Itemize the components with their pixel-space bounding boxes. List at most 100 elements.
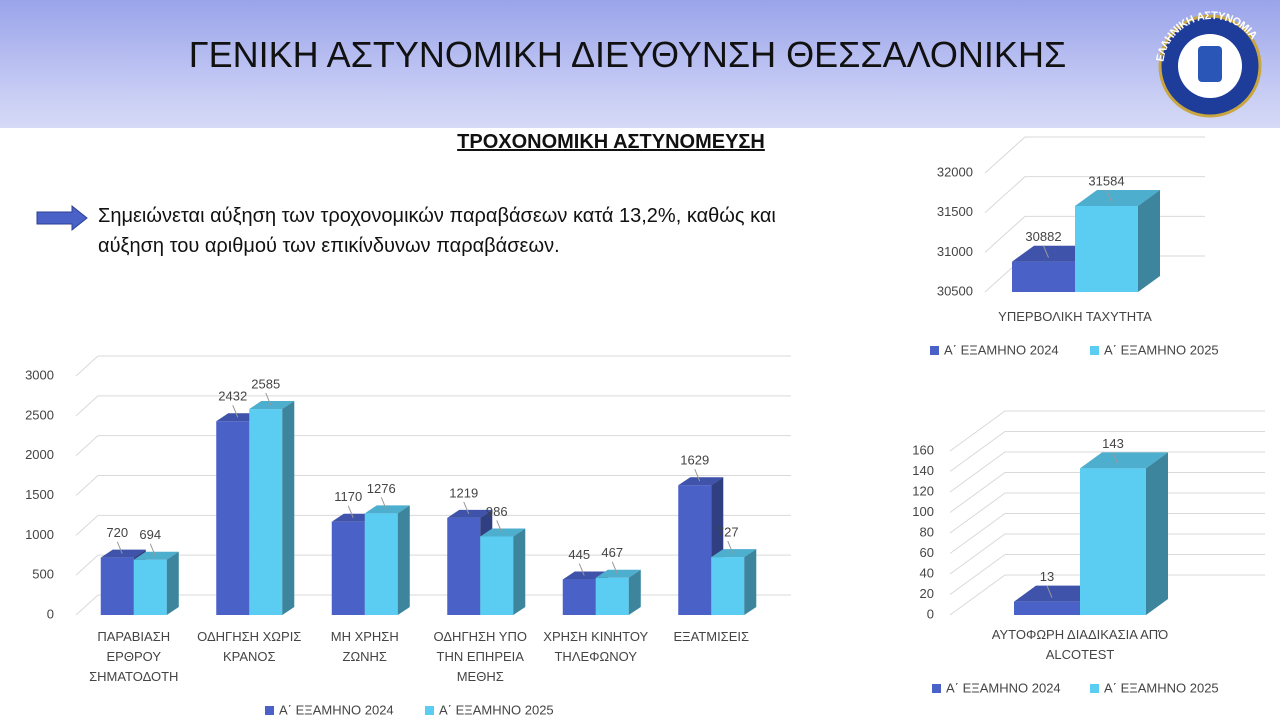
legend-label: Α΄ ΕΞΑΜΗΝΟ 2024 — [946, 680, 1061, 695]
legend-label: Α΄ ΕΞΑΜΗΝΟ 2024 — [279, 702, 394, 717]
legend-swatch — [425, 706, 434, 715]
bar-side-shade — [166, 551, 179, 615]
data-label: 2585 — [251, 376, 280, 391]
data-label: 143 — [1102, 436, 1124, 451]
data-label: 31584 — [1088, 173, 1124, 188]
grid-line — [75, 395, 791, 417]
data-label: 694 — [139, 527, 161, 542]
bar-top-shade — [595, 569, 641, 578]
x-tick-label: ΥΠΕΡΒΟΛΙΚΗ ΤΑΧΥΤΗΤΑ — [998, 309, 1152, 324]
grid-line — [75, 554, 791, 576]
logo: ΕΛΛΗΝΙΚΗ ΑΣΤΥΝΟΜΙΑ — [1154, 10, 1262, 118]
bar — [595, 577, 629, 615]
grid-line — [984, 176, 1205, 214]
bar-top-shade — [100, 549, 146, 558]
legend-label: Α΄ ΕΞΑΜΗΝΟ 2024 — [944, 342, 1059, 357]
data-label: 467 — [601, 545, 623, 560]
y-tick-label: 3000 — [25, 367, 54, 382]
y-tick-label: 80 — [920, 524, 934, 539]
y-tick-label: 1000 — [25, 527, 54, 542]
y-tick-label: 31500 — [937, 204, 973, 219]
header-band — [0, 0, 1280, 128]
bar-side-shade — [397, 505, 410, 615]
y-tick-label: 140 — [912, 463, 934, 478]
bar-top-shade — [364, 505, 410, 514]
bar — [1080, 468, 1146, 615]
bullet-text: Σημειώνεται αύξηση των τροχονομικών παρα… — [98, 205, 776, 257]
y-tick-label: 1500 — [25, 487, 54, 502]
bar — [249, 409, 283, 615]
y-tick-label: 120 — [912, 483, 934, 498]
data-label: 986 — [486, 504, 508, 519]
y-tick-label: 31000 — [937, 244, 973, 259]
data-label: 727 — [717, 525, 739, 540]
bar-top-shade — [447, 509, 493, 518]
bar-side-shade — [513, 528, 526, 615]
bar — [480, 536, 514, 615]
data-label: 2432 — [218, 389, 247, 404]
bar-top-shade — [133, 551, 179, 560]
bar-top-shade — [1075, 190, 1160, 207]
data-label: 30882 — [1025, 229, 1061, 244]
bar-top-shade — [711, 549, 757, 558]
bar — [562, 579, 596, 615]
bar — [1012, 261, 1075, 292]
x-tick-label: ΧΡΗΣΗ ΚΙΝΗΤΟΥ ΤΗΛΕΦΩΝΟΥ — [543, 629, 649, 664]
bar-side-shade — [1138, 190, 1160, 292]
bar-side-shade — [282, 401, 295, 615]
bar-top — [711, 549, 757, 558]
bar-top — [480, 528, 526, 537]
bar — [447, 517, 481, 615]
leader-line — [611, 561, 618, 574]
y-tick-label: 2000 — [25, 447, 54, 462]
bar-top — [1075, 190, 1160, 207]
bar-side — [628, 569, 641, 615]
bar-side — [513, 528, 526, 615]
y-tick-label: 160 — [912, 442, 934, 457]
y-tick-label: 60 — [920, 545, 934, 560]
leader-line — [727, 540, 734, 554]
grid-line — [75, 594, 791, 616]
data-label: 1170 — [334, 489, 362, 504]
bar — [1075, 206, 1138, 292]
x-tick-label: ΟΔΗΓΗΣΗ ΧΩΡΙΣ ΚΡΑΝΟΣ — [197, 629, 302, 664]
leader-line — [1043, 245, 1049, 258]
bar-side — [1146, 452, 1168, 615]
data-label: 1276 — [367, 481, 396, 496]
leader-line — [463, 501, 470, 515]
leader-line — [496, 520, 503, 533]
grid-line — [949, 513, 1265, 554]
y-tick-label: 0 — [47, 606, 54, 621]
y-tick-label: 2500 — [25, 407, 54, 422]
data-label: 445 — [568, 547, 590, 562]
bar — [331, 521, 365, 615]
y-tick-label: 30500 — [937, 283, 973, 298]
bar-side — [397, 505, 410, 615]
bar — [100, 557, 134, 615]
bar-top — [249, 401, 295, 410]
arrow-icon — [36, 204, 88, 232]
data-label: 13 — [1040, 569, 1054, 584]
legend-label: Α΄ ΕΞΑΜΗΝΟ 2025 — [1104, 680, 1219, 695]
leader-line — [116, 541, 123, 554]
leader-line — [1106, 189, 1112, 203]
bar-side-shade — [628, 569, 641, 615]
grid-line — [949, 492, 1265, 534]
bar — [364, 513, 398, 615]
bar-top — [1080, 452, 1168, 469]
leader-line — [578, 563, 585, 576]
leader-line — [694, 469, 701, 482]
bar-side — [1138, 190, 1160, 292]
bar-top — [364, 505, 410, 514]
y-tick-label: 100 — [912, 504, 934, 519]
legend-label: Α΄ ΕΞΑΜΗΝΟ 2025 — [439, 702, 554, 717]
grid-line — [949, 472, 1265, 513]
bar — [678, 485, 712, 615]
grid-line — [75, 355, 791, 377]
data-label: 1629 — [680, 453, 709, 468]
leader-line — [149, 543, 156, 556]
section-title: ΤΡΟΧΟΝΟΜΙΚΗ ΑΣΤΥΝΟΜΕΥΣΗ — [457, 131, 765, 153]
bar — [216, 421, 250, 615]
